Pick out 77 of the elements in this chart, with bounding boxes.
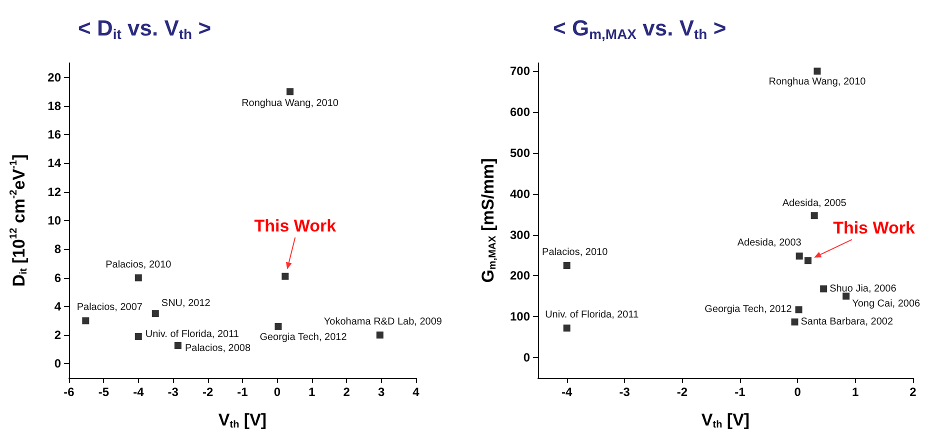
y-tick-label: 600 <box>510 105 530 120</box>
point <box>82 317 90 324</box>
annotation: Univ. of Florida, 2011 <box>545 310 640 321</box>
annotation: SNU, 2012 <box>161 298 211 310</box>
point <box>804 257 812 264</box>
point <box>134 332 142 340</box>
annotation: Adesida, 2005 <box>782 198 847 210</box>
x-tick-label: 1 <box>852 385 859 399</box>
point <box>814 68 821 75</box>
annotation: Palacios, 2008 <box>184 343 251 354</box>
x-tick-label: 3 <box>378 385 385 399</box>
y-tick-label: 200 <box>510 268 530 283</box>
x-tick-label: 4 <box>412 385 420 399</box>
x-tick-label: 1 <box>308 385 316 399</box>
point <box>152 310 159 318</box>
annotation: Ronghua Wang, 2010 <box>242 98 339 110</box>
x-tick-label: -5 <box>98 385 110 399</box>
annotation: Palacios, 2010 <box>542 247 608 258</box>
y-tick-label: 700 <box>510 64 530 78</box>
annotation: Univ. of Florida, 2011 <box>145 328 240 340</box>
y-tick-label: 16 <box>48 128 62 142</box>
y-tick-label: 20 <box>48 70 62 84</box>
x-tick-label: -2 <box>202 385 214 399</box>
x-tick-label: -6 <box>64 385 75 399</box>
x-tick-label: 2 <box>910 385 917 399</box>
annotation: This Work <box>833 218 916 238</box>
y-tick-label: 300 <box>510 228 530 242</box>
point <box>820 285 828 292</box>
point <box>274 322 282 330</box>
annotation: Shuo Jia, 2006 <box>830 283 897 294</box>
x-tick-label: 0 <box>274 385 281 399</box>
annotation: Santa Barbara, 2002 <box>800 316 894 328</box>
y-tick-label: 500 <box>510 146 530 160</box>
y-tick-label: 400 <box>510 186 530 201</box>
y-tick-label: 100 <box>510 310 530 324</box>
x-tick-label: -2 <box>676 385 688 399</box>
x-tick-label: -4 <box>133 385 144 399</box>
x-tick-label: -1 <box>734 385 746 399</box>
x-tick-label: -1 <box>237 385 248 399</box>
annotation: Palacios, 2010 <box>106 259 172 270</box>
point <box>796 252 803 260</box>
point <box>286 88 294 96</box>
x-tick-label: -4 <box>562 385 573 399</box>
point <box>842 292 850 300</box>
annotation: Yokohama R&D Lab, 2009 <box>324 316 442 328</box>
y-tick-label: 0 <box>54 356 62 371</box>
y-tick-label: 8 <box>54 242 62 256</box>
point <box>376 332 384 339</box>
y-tick-label: 0 <box>523 350 530 365</box>
y-tick-label: 12 <box>48 184 62 199</box>
y-tick-label: 18 <box>48 98 62 113</box>
x-tick-label: -3 <box>168 385 179 399</box>
point <box>134 274 142 282</box>
annotation: Adesida, 2003 <box>737 238 802 249</box>
point <box>563 324 570 332</box>
x-tick-label: 0 <box>794 385 802 399</box>
y-tick-label: 10 <box>48 214 62 228</box>
annotation: Ronghua Wang, 2010 <box>768 76 866 88</box>
point <box>795 306 802 314</box>
point <box>563 262 570 269</box>
point <box>791 318 798 326</box>
annotation: Georgia Tech, 2012 <box>260 332 348 343</box>
y-axis-title: Gm,MAX [mS/mm] <box>478 158 498 283</box>
y-tick-label: 4 <box>54 299 62 314</box>
text: Dit [1012 cm-2eV-1] <box>8 154 30 287</box>
y-tick-label: 14 <box>48 156 62 170</box>
point <box>810 212 818 220</box>
annotation: Georgia Tech, 2012 <box>704 304 792 316</box>
point <box>174 342 182 349</box>
x-tick-label: 2 <box>343 385 350 399</box>
annotation: Palacios, 2007 <box>76 302 143 314</box>
x-tick-label: -3 <box>619 385 630 399</box>
annotation: Yong Cai, 2006 <box>852 298 921 310</box>
annotation: This Work <box>254 216 337 236</box>
point <box>282 272 289 280</box>
y-tick-label: 2 <box>54 328 62 342</box>
y-tick-label: 6 <box>54 270 62 285</box>
